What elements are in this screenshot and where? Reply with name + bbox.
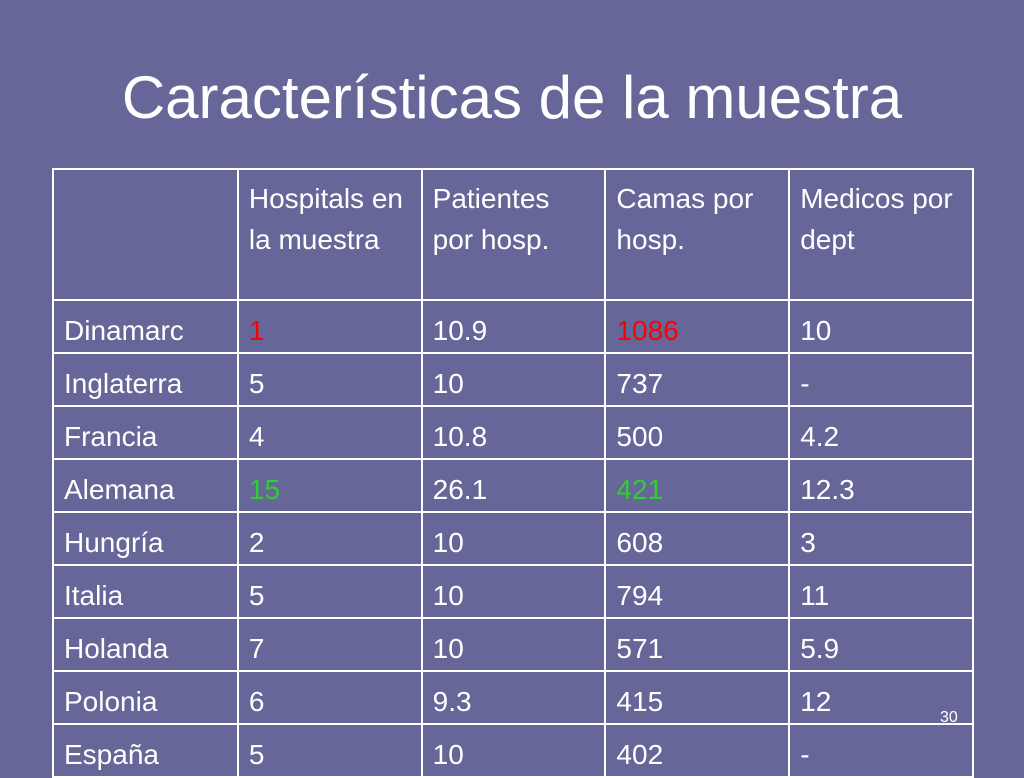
- header-cell-hospitals: Hospitals en la muestra: [236, 168, 423, 301]
- hospitals-cell: 5: [236, 564, 423, 619]
- hospitals-cell: 5: [236, 352, 423, 407]
- doctors-cell: 12: [788, 670, 974, 725]
- country-cell: Italia: [52, 564, 239, 619]
- country-cell: Polonia: [52, 670, 239, 725]
- patients-cell: 10.9: [420, 299, 607, 354]
- doctors-cell: 3: [788, 511, 974, 566]
- beds-cell: 737: [604, 352, 791, 407]
- table-row: Francia 4 10.8 500 4.2: [52, 405, 974, 460]
- patients-cell: 10: [420, 617, 607, 672]
- hospitals-cell: 2: [236, 511, 423, 566]
- doctors-cell: 4.2: [788, 405, 974, 460]
- beds-cell: 1086: [604, 299, 791, 354]
- header-cell-country: [52, 168, 239, 301]
- slide-title: Características de la muestra: [121, 64, 903, 131]
- table-row: Hungría 2 10 608 3: [52, 511, 974, 566]
- table-row: Polonia 6 9.3 415 12: [52, 670, 974, 725]
- patients-cell: 26.1: [420, 458, 607, 513]
- beds-cell: 608: [604, 511, 791, 566]
- doctors-cell: 10: [788, 299, 974, 354]
- table-row: Alemana 15 26.1 421 12.3: [52, 458, 974, 513]
- doctors-cell: 5.9: [788, 617, 974, 672]
- header-cell-doctors: Medicos por dept: [788, 168, 974, 301]
- patients-cell: 10: [420, 511, 607, 566]
- beds-cell: 415: [604, 670, 791, 725]
- hospitals-cell: 15: [236, 458, 423, 513]
- beds-cell: 402: [604, 723, 791, 778]
- table-row: Italia 5 10 794 11: [52, 564, 974, 619]
- hospitals-cell: 5: [236, 723, 423, 778]
- country-cell: Hungría: [52, 511, 239, 566]
- hospitals-cell: 4: [236, 405, 423, 460]
- hospitals-cell: 1: [236, 299, 423, 354]
- header-cell-beds: Camas por hosp.: [604, 168, 791, 301]
- table-row: Holanda 7 10 571 5.9: [52, 617, 974, 672]
- patients-cell: 10: [420, 352, 607, 407]
- country-cell: Francia: [52, 405, 239, 460]
- table-row: Dinamarc 1 10.9 1086 10: [52, 299, 974, 354]
- country-cell: Holanda: [52, 617, 239, 672]
- doctors-cell: -: [788, 352, 974, 407]
- patients-cell: 10.8: [420, 405, 607, 460]
- patients-cell: 9.3: [420, 670, 607, 725]
- sample-characteristics-table: Hospitals en la muestra Patientes por ho…: [52, 168, 974, 778]
- doctors-cell: -: [788, 723, 974, 778]
- header-cell-patients: Patientes por hosp.: [420, 168, 607, 301]
- table-row: Inglaterra 5 10 737-: [52, 352, 974, 407]
- doctors-cell: 11: [788, 564, 974, 619]
- beds-cell: 794: [604, 564, 791, 619]
- page-number: 30: [940, 709, 958, 726]
- doctors-cell: 12.3: [788, 458, 974, 513]
- table-body: Dinamarc 1 10.9 1086 10 Inglaterra 5 10 737- Fran…: [52, 299, 974, 778]
- patients-cell: 10: [420, 723, 607, 778]
- table-header-row: Hospitals en la muestra Patientes por ho…: [52, 168, 974, 301]
- country-cell: Inglaterra: [52, 352, 239, 407]
- table-row: España 5 10 402-: [52, 723, 974, 778]
- beds-cell: 421: [604, 458, 791, 513]
- patients-cell: 10: [420, 564, 607, 619]
- country-cell: Dinamarc: [52, 299, 239, 354]
- country-cell: Alemana: [52, 458, 239, 513]
- hospitals-cell: 7: [236, 617, 423, 672]
- country-cell: España: [52, 723, 239, 778]
- beds-cell: 500: [604, 405, 791, 460]
- beds-cell: 571: [604, 617, 791, 672]
- hospitals-cell: 6: [236, 670, 423, 725]
